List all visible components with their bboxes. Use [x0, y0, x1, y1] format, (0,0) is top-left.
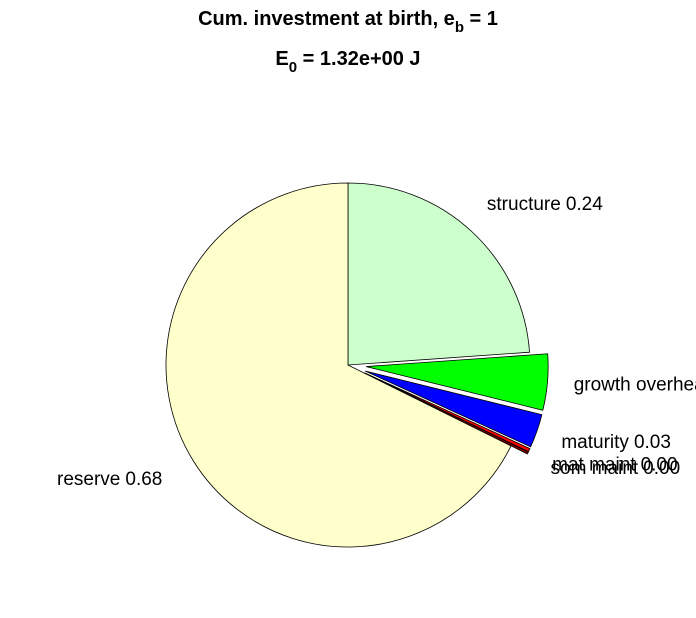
- chart-title: Cum. investment at birth, eb = 1: [198, 8, 498, 36]
- slice-name: structure: [487, 194, 561, 215]
- slice-value: 0.00: [641, 455, 678, 476]
- slice-value: 0.03: [634, 432, 671, 453]
- title-subscript: b: [455, 19, 464, 36]
- subtitle-subscript: 0: [289, 59, 297, 76]
- slice-value: 0.24: [566, 194, 603, 215]
- slice-label: maturity 0.03: [561, 432, 671, 453]
- slice-value: 0.00: [643, 458, 680, 479]
- slice-name: reserve: [57, 469, 120, 490]
- pie-slice: [366, 353, 549, 411]
- slice-name: som maint: [551, 458, 639, 479]
- slice-label: mat maint 0.00: [552, 455, 677, 476]
- slice-value: 0.68: [125, 469, 162, 490]
- title-part: Cum. investment at birth, e: [198, 8, 455, 30]
- title-part: = 1: [464, 8, 498, 30]
- pie-slice: [347, 182, 530, 366]
- subtitle-part: = 1.32e+00 J: [297, 48, 420, 70]
- slice-label: som maint 0.00: [551, 458, 681, 479]
- slice-name: growth overhead: [574, 374, 696, 395]
- pie-slice: [165, 182, 512, 548]
- slice-label: structure 0.24: [487, 194, 603, 215]
- subtitle-part: E: [275, 48, 288, 70]
- slice-name: mat maint: [552, 455, 636, 476]
- pie-slice: [365, 370, 543, 448]
- chart-subtitle: E0 = 1.32e+00 J: [275, 48, 420, 76]
- slice-label: growth overhead: [574, 374, 696, 395]
- slice-label: reserve 0.68: [57, 469, 162, 490]
- slice-name: maturity: [561, 432, 629, 453]
